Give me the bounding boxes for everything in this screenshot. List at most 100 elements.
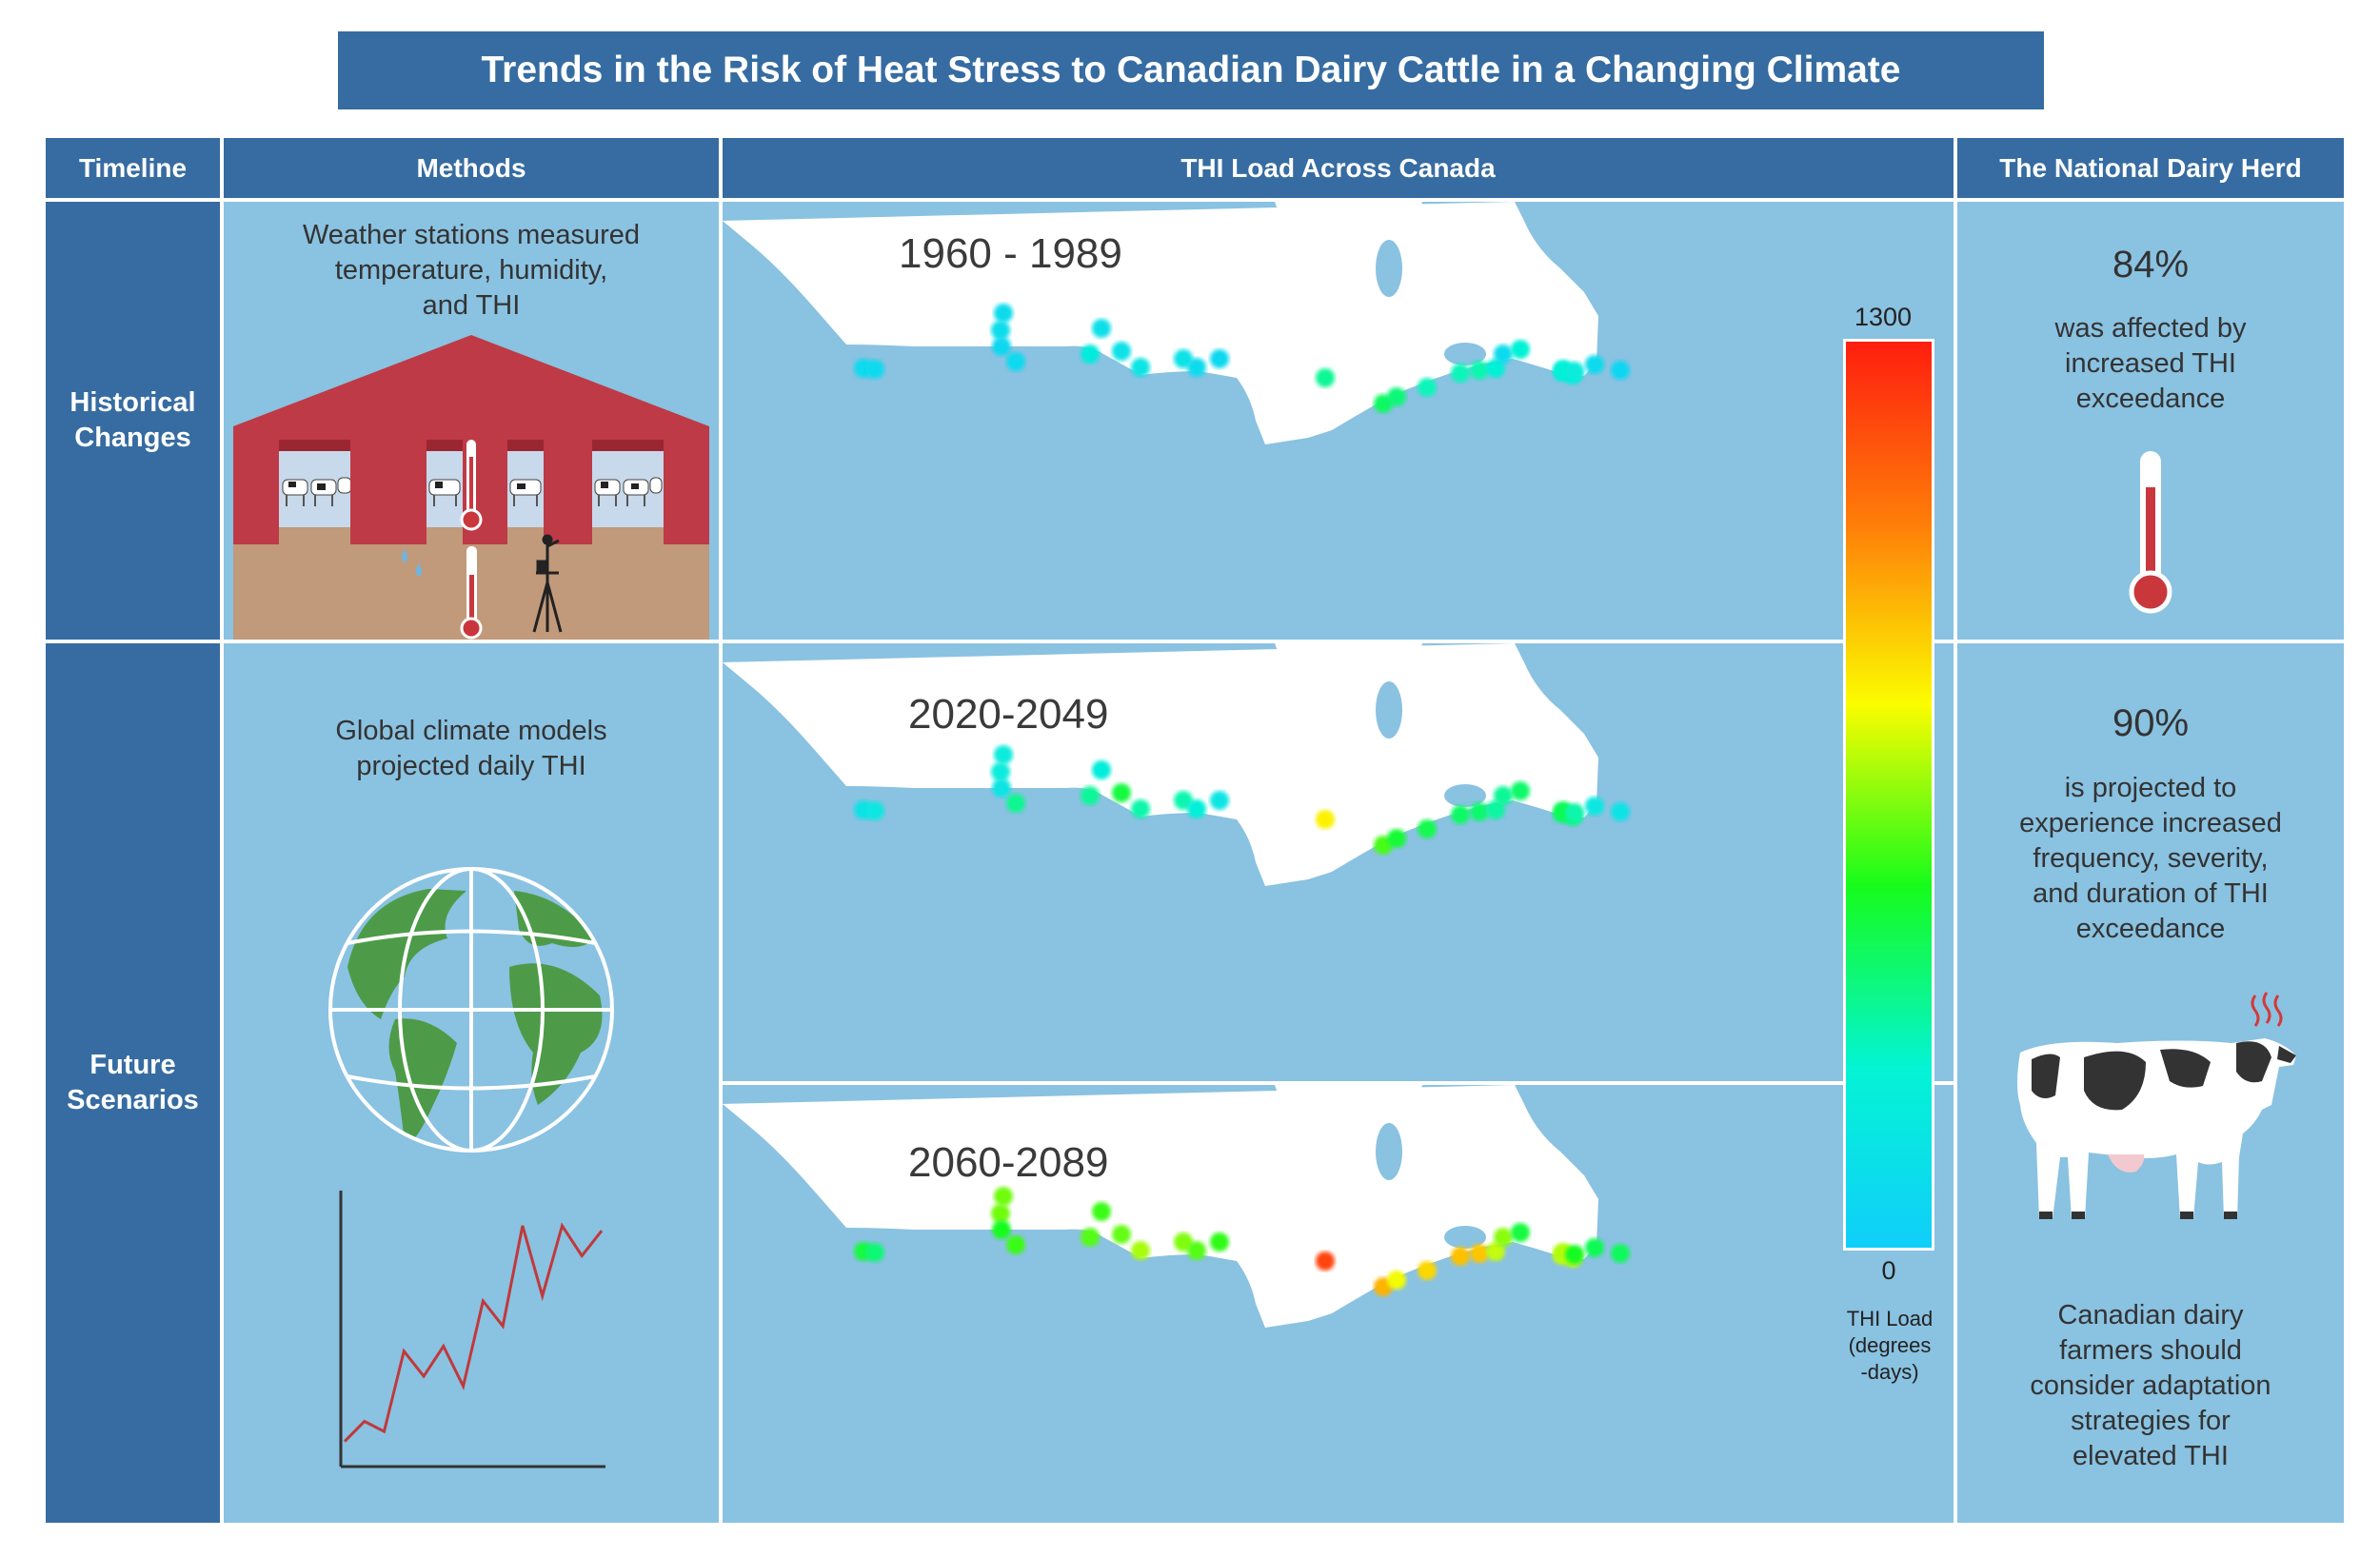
station-point [994,1187,1013,1206]
methods-future-panel: Global climate models projected daily TH… [224,643,719,1523]
water-body [1444,343,1486,365]
water-body [1517,1276,1566,1303]
station-point [1387,1271,1406,1290]
station-point [1112,1225,1131,1244]
herd-future-line3: frequency, severity, [2033,843,2269,874]
station-point [1092,760,1111,779]
station-point [1131,1241,1150,1260]
station-point [1081,786,1100,805]
herd-advice-line5: elevated THI [2073,1441,2229,1471]
station-point [1511,340,1530,359]
methods-future-line2: projected daily THI [356,751,586,781]
station-point [865,801,884,820]
row-label-historical-line2: Changes [74,423,191,453]
station-point [991,1204,1010,1223]
legend-title-line2: (degrees [1848,1333,1932,1357]
station-point [991,762,1010,781]
map-panel-2020: 2020-2049 [723,643,1954,1081]
station-point [1494,786,1513,805]
legend-max: 1300 [1854,303,1913,331]
herd-advice-line3: consider adaptation [2030,1370,2271,1401]
herd-future-line5: exceedance [2075,914,2226,944]
station-point [1511,1223,1530,1242]
legend-colorbar [1843,339,1934,1251]
legend-title-line3: -days) [1860,1360,1919,1384]
herd-advice-line2: farmers should [2059,1335,2242,1366]
methods-future-line1: Global climate models [335,716,607,746]
station-point [1565,803,1584,822]
water-body [1444,784,1486,807]
weather-station-icon [532,534,563,633]
header-thi-load: THI Load Across Canada [723,138,1954,198]
row-label-historical: Historical Changes [46,202,220,640]
station-point [1112,342,1131,361]
canada-landmass [723,202,1598,444]
map-panel-2060: 2060-2089 [723,1085,1954,1523]
herd-future-line1: is projected to [2064,773,2237,803]
station-point [1418,819,1437,838]
barn-roof [233,335,709,440]
water-body [1517,835,1566,861]
water-body [742,746,757,788]
cow-group [279,451,664,527]
station-point [1585,797,1604,816]
page-title: Trends in the Risk of Heat Stress to Can… [338,31,2044,109]
station-point [1210,349,1229,368]
herd-historical-line3: exceedance [2075,384,2226,414]
row-label-future-line1: Future [89,1050,176,1080]
station-point [1494,1228,1513,1247]
herd-advice-line4: strategies for [2071,1406,2231,1436]
station-point [1470,361,1489,380]
canada-landmass [723,1085,1598,1328]
herd-advice-text: Canadian dairy farmers should consider a… [1957,1298,2344,1474]
header-herd: The National Dairy Herd [1957,138,2344,198]
station-point [1006,352,1025,371]
methods-historical-text: Weather stations measured temperature, h… [224,218,719,324]
map-canada-2060 [723,1085,1630,1328]
water-body [742,305,757,346]
station-point [1187,358,1206,377]
station-point [1611,802,1630,821]
station-point [991,321,1010,340]
station-point [1486,1242,1505,1261]
water-body [1376,240,1402,297]
station-point [1092,319,1111,338]
herd-advice-line1: Canadian dairy [2057,1300,2244,1330]
legend-title: THI Load (degrees -days) [1823,1306,1956,1386]
station-point [1486,800,1505,819]
canada-landmass [723,643,1598,886]
herd-future-line4: and duration of THI [2033,878,2269,909]
station-point [1131,358,1150,377]
water-body [742,1188,757,1230]
cow-icon [2017,992,2296,1219]
station-point [1081,345,1100,364]
barn-thermometer-icon [460,440,483,531]
herd-future-text: is projected to experience increased fre… [1957,771,2344,947]
station-point [992,778,1011,798]
row-label-historical-line1: Historical [69,387,196,418]
station-point [1187,799,1206,818]
station-point [1494,345,1513,364]
header-methods: Methods [224,138,719,198]
station-point [1006,794,1025,813]
herd-future-panel: 90% is projected to experience increased… [1957,643,2344,1523]
station-point [1131,799,1150,818]
station-point [1451,1247,1470,1266]
station-point [1418,1261,1437,1280]
station-point [1585,1238,1604,1257]
period-label-2060: 2060-2089 [908,1139,1109,1186]
water-body [1376,1123,1402,1180]
period-label-2020: 2020-2049 [908,691,1109,738]
station-point [992,337,1011,356]
period-label-1960: 1960 - 1989 [899,230,1122,277]
methods-historical-line1: Weather stations measured [302,220,641,250]
barn-illustration [233,335,709,640]
station-point [1470,802,1489,821]
map-canada-2020 [723,643,1630,886]
station-point [865,1243,884,1262]
row-label-future-line2: Scenarios [67,1085,199,1115]
thermometer-icon [2129,451,2172,614]
chart-series-line [343,1222,604,1443]
herd-historical-text: was affected by increased THI exceedance [1957,311,2344,417]
station-point [1451,364,1470,383]
